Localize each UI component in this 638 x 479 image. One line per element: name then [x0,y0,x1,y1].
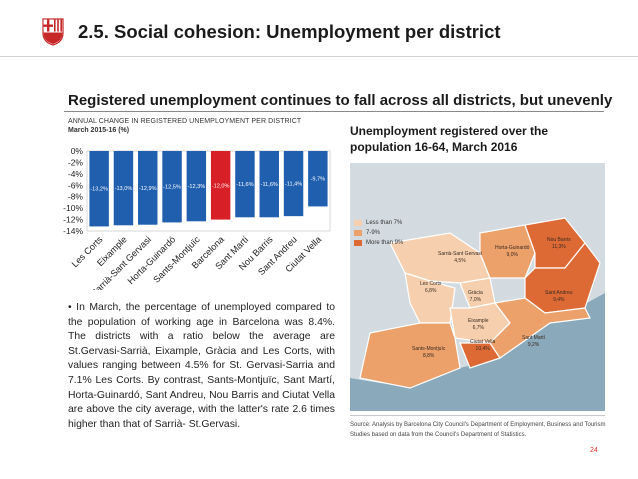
y-tick-label: -10% [63,203,83,213]
district-map-svg [350,217,605,411]
summary-note: • In March, the percentage of unemployed… [68,302,335,430]
page-title: 2.5. Social cohesion: Unemployment per d… [78,21,501,42]
sea-area [350,293,605,411]
y-tick-label: -14% [63,226,83,236]
legend-label: Less than 7% [366,220,403,226]
map-legend: Less than 7% 7-9% More than 9% [354,218,403,248]
district-label: Horta-Guinardó 9,0% [495,245,530,258]
legend-item: Less than 7% [354,218,403,228]
y-tick-label: -6% [68,180,84,190]
bar-data-label: -12,3% [187,184,205,190]
district-label: Eixample 6,7% [468,318,489,331]
y-tick-label: 0% [71,146,84,156]
bar-data-label: -11,6% [236,182,253,188]
bar-data-label: -12,9% [139,186,157,192]
y-tick-label: -8% [68,192,84,202]
headline-rule [64,111,604,112]
legend-item: 7-9% [354,228,403,238]
bar [259,151,279,218]
legend-item: More than 9% [354,238,403,248]
y-tick-label: -12% [63,215,83,225]
district-label: Les Corts 6,8% [420,281,442,294]
header-divider [0,56,638,57]
map-title: Unemployment registered over the populat… [350,124,549,154]
legend-label: 7-9% [366,230,381,236]
legend-swatch [354,220,362,226]
district-label: Sant Andreu 9,4% [545,290,573,303]
district-label: Sants-Montjuïc 8,8% [412,346,446,359]
district-label: Ciutat Vella 10,4% [470,339,496,352]
bar [283,151,304,217]
district-map: Less than 7% 7-9% More than 9% Sarrià-Sa… [350,163,605,411]
district-label: Nou Barris 11,3% [547,237,571,250]
bar [210,151,231,220]
bar [162,151,182,223]
bar-chart: 0%-2%-4%-6%-8%-10%-12%-14%-13,2%Les Cort… [63,146,331,290]
y-tick-label: -4% [68,169,84,179]
bar [186,151,207,222]
y-tick-label: -2% [68,157,84,167]
legend-swatch [354,230,362,236]
district-label: Sant Martí 9,2% [522,335,546,348]
bar-data-label: -12,0% [212,183,230,189]
district-sants-montjuic[interactable] [359,322,461,389]
page-number: 24 [590,447,598,454]
bar-data-label: -12,5% [163,185,181,191]
headline: Registered unemployment continues to fal… [68,92,613,109]
bar [138,151,158,225]
chart-title: ANNUAL CHANGE IN REGISTERED UNEMPLOYMENT… [68,118,302,125]
source-divider [350,415,605,416]
bar [89,151,109,227]
plot-frame [86,150,331,232]
legend-swatch [354,240,362,246]
bar [113,151,134,226]
bar-data-label: -13,0% [115,186,133,192]
bar-data-label: -9,7% [311,177,326,183]
district-label: Gràcia 7,0% [468,290,483,303]
chart-subtitle: March 2015-16 (%) [68,127,130,134]
bar-data-label: -11,6% [261,182,278,188]
bar [308,151,328,207]
source-note: Source: Analysis by Barcelona City Counc… [350,422,606,438]
bar-data-label: -11,4% [285,182,302,188]
district-label: Sarrià-Sant Gervasi 4,5% [438,251,482,264]
barcelona-shield-icon [42,18,64,46]
legend-label: More than 9% [366,240,404,246]
bar-data-label: -13,2% [90,187,108,193]
bar [235,151,255,218]
district-sant-marti[interactable] [489,297,591,359]
